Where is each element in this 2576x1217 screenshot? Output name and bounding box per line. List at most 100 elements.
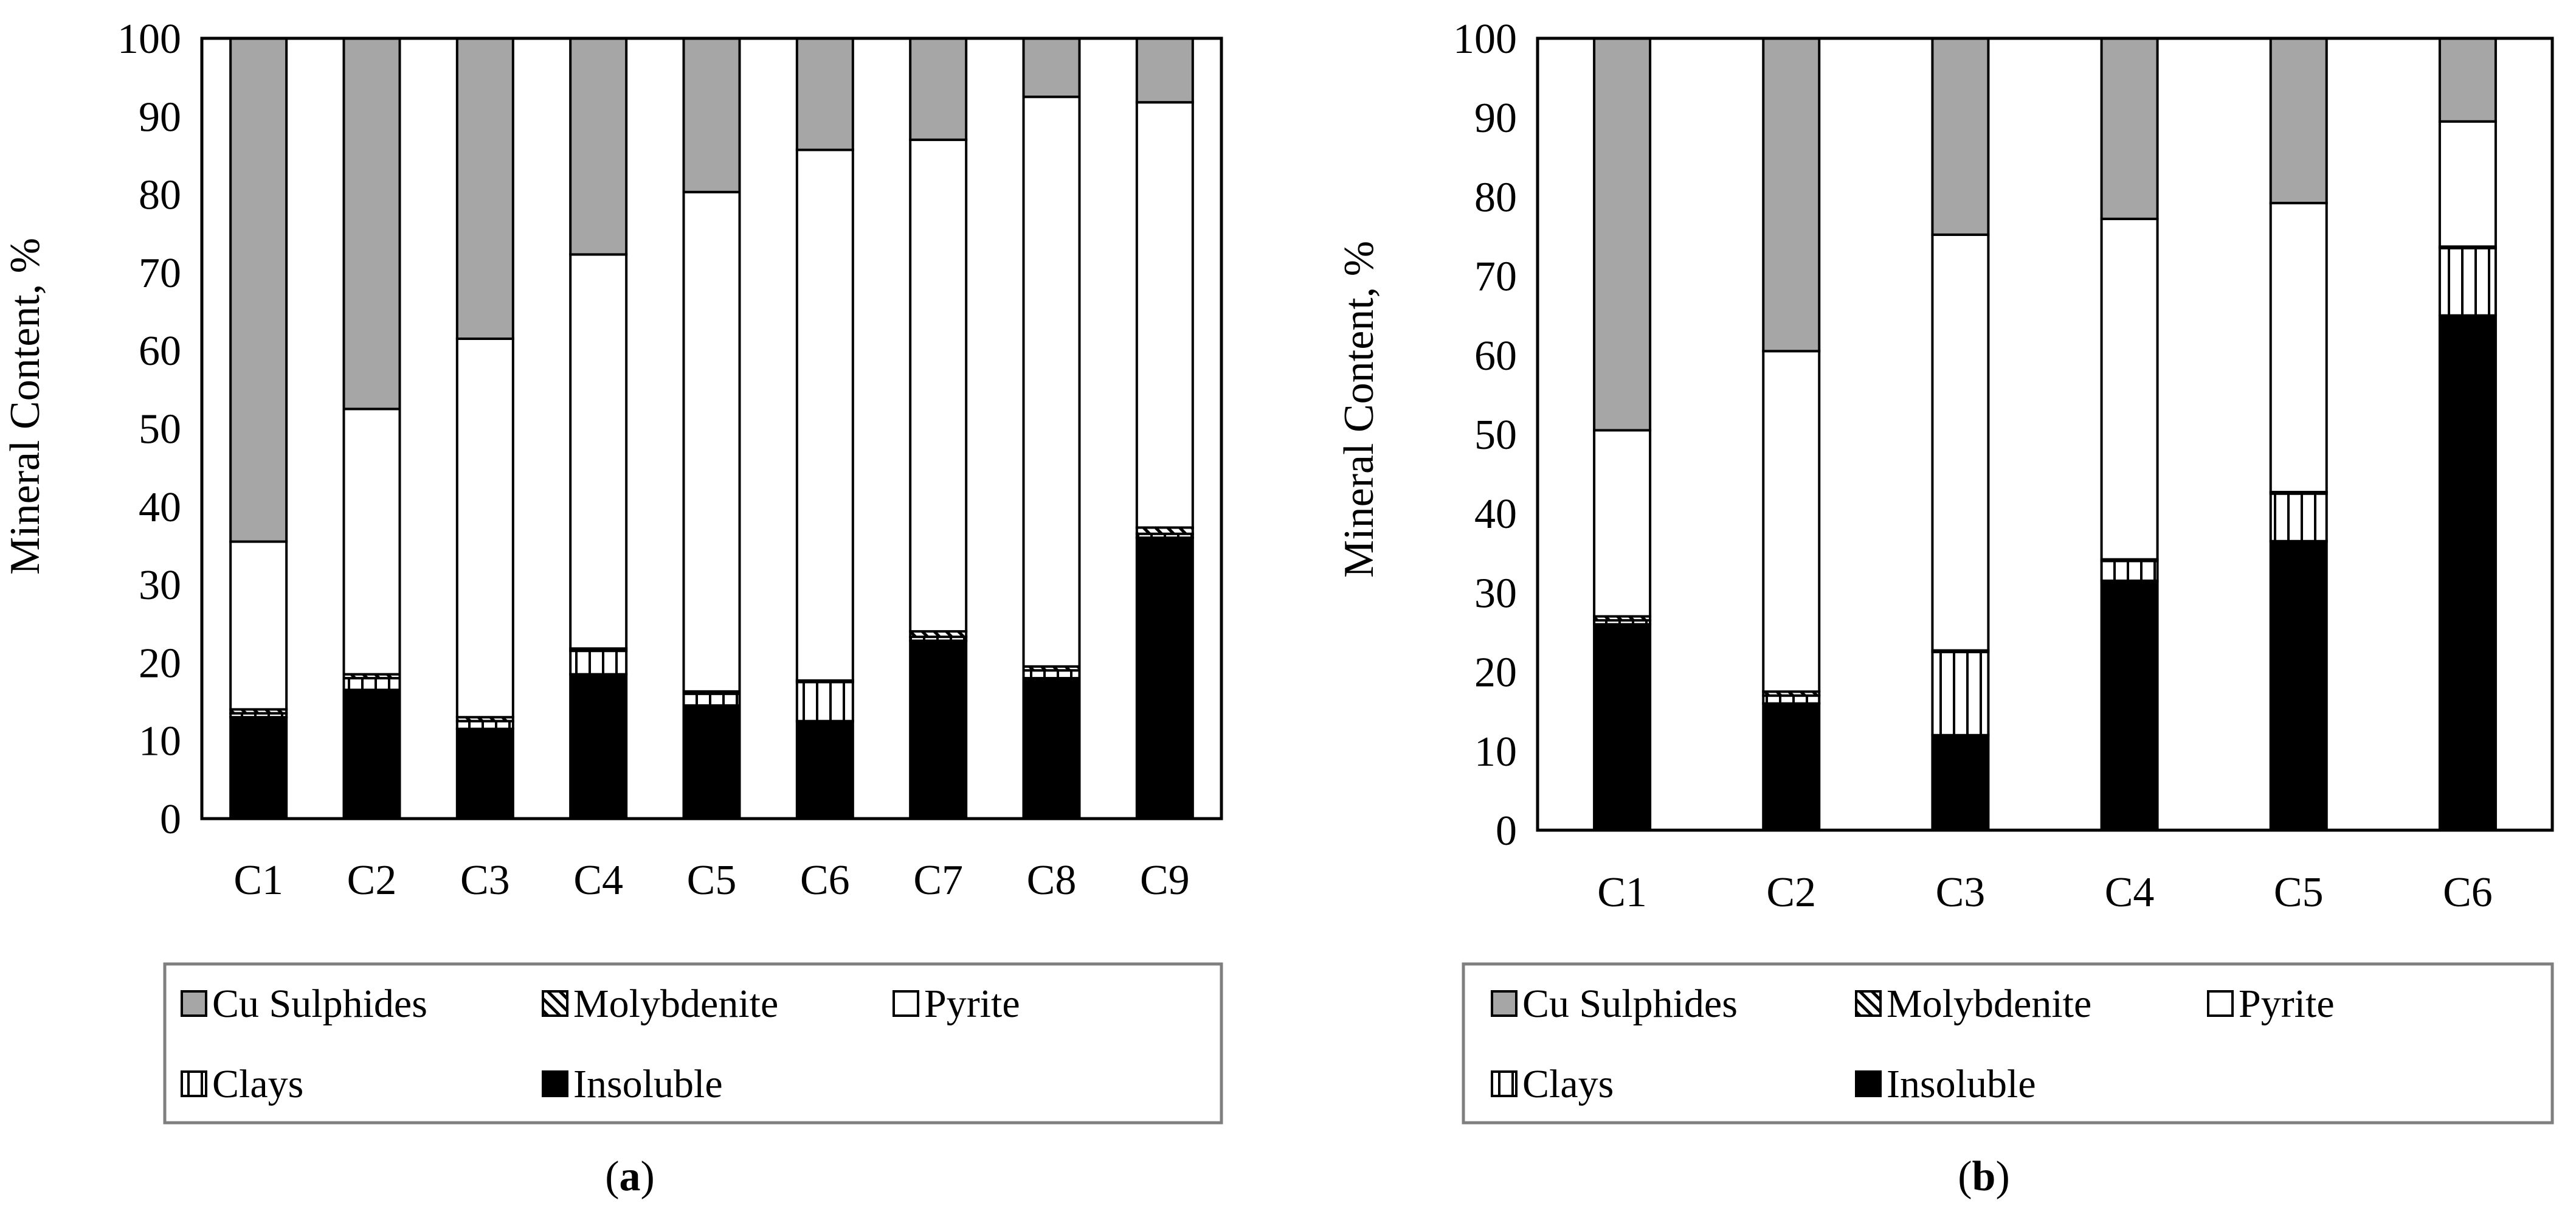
bar-segment-pyrite-c1	[1593, 429, 1652, 618]
bars	[1593, 37, 2497, 832]
x-tick-label: C4	[2105, 869, 2155, 916]
bar-segment-clays-c6	[795, 681, 854, 723]
x-tick-label: C6	[2443, 869, 2493, 916]
legend-swatch-cu-sulphides	[1491, 990, 1518, 1017]
x-tick-label: C1	[233, 857, 283, 904]
bar-segment-insoluble-c5	[2269, 539, 2328, 832]
bar-segment-pyrite-c9	[1135, 101, 1194, 529]
y-tick-label: 100	[1453, 16, 1517, 63]
bar-segment-cu-sulphides-c4	[2100, 37, 2159, 220]
bar-segment-clays-c6	[2438, 247, 2497, 317]
legend-label-cu-sulphides: Cu Sulphides	[212, 982, 427, 1026]
legend-label-insoluble: Insoluble	[1887, 1062, 2036, 1106]
y-tick-label: 90	[1474, 95, 1517, 142]
legend-swatch-clays	[1491, 1070, 1518, 1097]
legend-box	[163, 962, 1223, 1125]
y-tick-label: 0	[1496, 808, 1517, 855]
y-axis-ticks: 0 10 20 30 40 50 60 70 80 90 100	[1453, 16, 1517, 855]
y-tick-label: 80	[1474, 174, 1517, 221]
y-tick-label: 50	[139, 406, 181, 453]
x-tick-label: C2	[347, 857, 397, 904]
y-tick-label: 60	[1474, 333, 1517, 380]
bar-segment-cu-sulphides-c8	[1022, 37, 1081, 99]
x-tick-label: C6	[800, 857, 850, 904]
bar-segment-insoluble-c4	[569, 673, 628, 820]
bar-segment-clays-c3	[1931, 651, 1990, 737]
bar-segment-insoluble-c8	[1022, 677, 1081, 820]
legend-box	[1462, 962, 2554, 1125]
legend-swatch-molybdenite	[542, 990, 568, 1017]
x-tick-label: C5	[2274, 869, 2324, 916]
bar-segment-insoluble-c3	[455, 727, 514, 820]
y-tick-label: 20	[139, 640, 181, 687]
legend-swatch-pyrite	[2207, 990, 2234, 1017]
x-tick-label: C2	[1766, 869, 1816, 916]
y-tick-label: 40	[1474, 491, 1517, 538]
plot-area-frame	[200, 36, 1223, 820]
bar-segment-insoluble-c2	[342, 688, 401, 820]
bar-segment-pyrite-c7	[909, 138, 968, 633]
legend-label-molybdenite: Molybdenite	[1887, 982, 2091, 1026]
bar-segment-cu-sulphides-c4	[569, 37, 628, 256]
bar-segment-pyrite-c3	[1931, 233, 1990, 652]
chart-panel-a: 0 10 20 30 40 50 60 70 80 90 100 Mineral Content, …	[2, 16, 1223, 1200]
x-tick-label: C8	[1027, 857, 1077, 904]
bar-segment-cu-sulphides-c5	[2269, 37, 2328, 204]
legend-label-insoluble: Insoluble	[573, 1062, 723, 1106]
bar-segment-cu-sulphides-c1	[1593, 37, 1652, 432]
bar-segment-pyrite-c8	[1022, 95, 1081, 668]
chart-panel-b: 0 10 20 30 40 50 60 70 80 90 100 Mineral Content, …	[1336, 16, 2554, 1200]
y-tick-label: 70	[1474, 254, 1517, 300]
bar-segment-insoluble-c3	[1931, 733, 1990, 832]
bar-segment-cu-sulphides-c3	[455, 37, 514, 340]
y-axis-ticks: 0 10 20 30 40 50 60 70 80 90 100	[117, 16, 181, 843]
legend-swatch-insoluble	[542, 1070, 568, 1097]
bar-segment-insoluble-c7	[909, 639, 968, 820]
legend-swatch-clays	[181, 1070, 207, 1097]
y-tick-label: 30	[139, 562, 181, 609]
y-tick-label: 60	[139, 328, 181, 375]
bar-segment-cu-sulphides-c3	[1931, 37, 1990, 236]
bar-segment-pyrite-c4	[569, 253, 628, 650]
y-tick-label: 10	[139, 718, 181, 765]
legend-swatch-insoluble	[1855, 1070, 1882, 1097]
bar-segment-pyrite-c5	[682, 190, 741, 693]
bar-segment-pyrite-c3	[455, 337, 514, 719]
y-tick-label: 40	[139, 484, 181, 531]
legend-label-molybdenite: Molybdenite	[573, 982, 778, 1026]
y-axis-title: Mineral Content, %	[1336, 241, 1383, 578]
bar-segment-cu-sulphides-c9	[1135, 37, 1194, 104]
bar-segment-clays-c2	[342, 677, 401, 692]
bar-segment-pyrite-c2	[342, 407, 401, 676]
legend-swatch-molybdenite	[1855, 990, 1882, 1017]
panel-label: a	[620, 1153, 641, 1200]
legend-label-pyrite: Pyrite	[2239, 982, 2335, 1026]
legend-swatch-pyrite	[893, 990, 919, 1017]
bar-segment-clays-c5	[682, 692, 741, 707]
bar-segment-clays-c4	[569, 650, 628, 676]
y-tick-label: 30	[1474, 570, 1517, 617]
bars	[229, 37, 1194, 820]
y-tick-label: 50	[1474, 412, 1517, 459]
bar-segment-pyrite-c6	[2438, 120, 2497, 248]
legend: Cu Sulphides Molybdenite Pyrite Clays Insolu…	[163, 962, 1223, 1125]
y-tick-label: 80	[139, 172, 181, 219]
y-tick-label: 70	[139, 250, 181, 297]
legend-swatch-cu-sulphides	[181, 990, 207, 1017]
panel-caption: (a)	[605, 1153, 655, 1200]
bar-segment-pyrite-c6	[795, 148, 854, 682]
legend-label-clays: Clays	[212, 1062, 303, 1106]
y-tick-label: 100	[117, 16, 181, 63]
y-tick-label: 20	[1474, 650, 1517, 696]
bar-segment-cu-sulphides-c6	[795, 37, 854, 151]
panel-caption: (b)	[1958, 1153, 2010, 1200]
x-tick-label: C5	[687, 857, 737, 904]
bar-segment-insoluble-c4	[2100, 579, 2159, 831]
bar-segment-cu-sulphides-c6	[2438, 37, 2497, 123]
x-axis-ticks: C1 C2 C3 C4 C5 C6 C7 C8 C9	[233, 857, 1189, 904]
x-tick-label: C9	[1140, 857, 1190, 904]
bar-segment-clays-c4	[2100, 560, 2159, 582]
legend-label-clays: Clays	[1522, 1062, 1614, 1106]
bar-segment-cu-sulphides-c1	[229, 37, 288, 543]
